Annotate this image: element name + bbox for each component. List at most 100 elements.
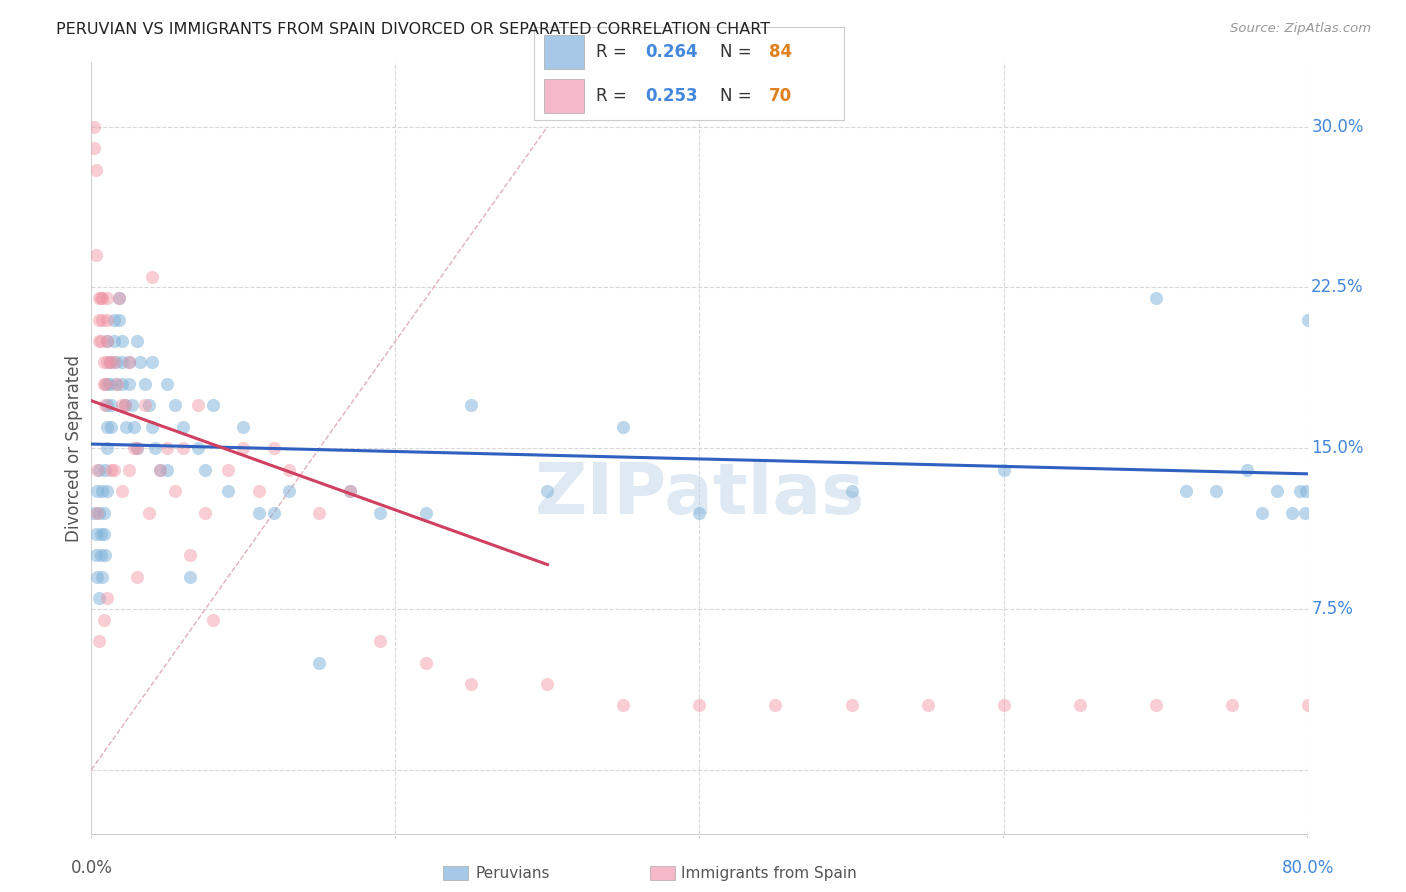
Point [232,441,254,455]
Point [107,312,129,326]
Point [308,656,330,670]
Point [1295,484,1317,499]
Point [688,506,710,520]
Point [125,441,148,455]
Point [179,549,201,563]
Point [125,334,148,348]
Point [179,570,201,584]
Point [217,463,239,477]
Point [111,334,134,348]
Point [156,441,179,455]
Point [94,376,117,391]
Point [87,634,110,648]
Point [1251,506,1274,520]
Point [278,463,301,477]
Point [841,484,863,499]
Point [993,463,1015,477]
Point [91,312,114,326]
Point [111,355,134,369]
Point [138,398,160,412]
Point [129,355,152,369]
Point [118,463,141,477]
Point [98,355,121,369]
Text: R =: R = [596,87,633,105]
Point [232,419,254,434]
Point [84,162,107,177]
Point [96,376,118,391]
Point [83,120,105,134]
Text: 0.0%: 0.0% [70,859,112,877]
Point [187,398,209,412]
Point [172,441,194,455]
Point [118,355,141,369]
Point [94,398,117,412]
Point [93,355,115,369]
Point [96,334,118,348]
Text: 0.253: 0.253 [645,87,699,105]
Point [688,698,710,713]
Point [134,376,156,391]
Point [194,506,217,520]
Point [765,698,787,713]
Point [84,248,107,262]
Point [536,484,558,499]
Text: 7.5%: 7.5% [1312,600,1353,618]
Point [103,312,125,326]
Text: PERUVIAN VS IMMIGRANTS FROM SPAIN DIVORCED OR SEPARATED CORRELATION CHART: PERUVIAN VS IMMIGRANTS FROM SPAIN DIVORC… [56,22,770,37]
Point [122,441,145,455]
Point [104,376,127,391]
Point [100,463,122,477]
Text: ZIPatlas: ZIPatlas [534,460,865,529]
Point [103,355,125,369]
Point [87,506,110,520]
Point [86,506,108,520]
Text: Source: ZipAtlas.com: Source: ZipAtlas.com [1230,22,1371,36]
Point [1205,484,1227,499]
Point [91,484,114,499]
Point [93,506,115,520]
Point [460,398,482,412]
Point [115,419,138,434]
Point [89,527,111,541]
Point [96,312,118,326]
Point [100,419,122,434]
Point [96,484,118,499]
Point [111,484,134,499]
Text: 30.0%: 30.0% [1312,118,1364,136]
Point [415,656,437,670]
Point [96,441,118,455]
Point [125,570,148,584]
Point [89,291,111,305]
Point [105,376,128,391]
Point [93,527,115,541]
Point [1296,312,1319,326]
Point [202,613,225,627]
Point [149,463,172,477]
Point [107,291,129,305]
Point [103,463,125,477]
Text: 22.5%: 22.5% [1312,278,1364,296]
Point [89,334,111,348]
Text: N =: N = [720,87,756,105]
Point [121,398,143,412]
Point [87,334,110,348]
Point [94,549,117,563]
Point [156,376,179,391]
Point [163,484,186,499]
Point [917,698,939,713]
Point [96,291,118,305]
Point [1296,698,1319,713]
Point [1144,698,1167,713]
Point [96,334,118,348]
Point [1069,698,1091,713]
Text: 0.264: 0.264 [645,43,699,61]
Point [84,549,107,563]
Text: Immigrants from Spain: Immigrants from Spain [681,866,856,880]
Text: R =: R = [596,43,633,61]
Point [1294,506,1316,520]
Text: 80.0%: 80.0% [1281,859,1334,877]
Point [87,312,110,326]
Point [263,441,285,455]
Point [125,441,148,455]
Point [1144,291,1167,305]
